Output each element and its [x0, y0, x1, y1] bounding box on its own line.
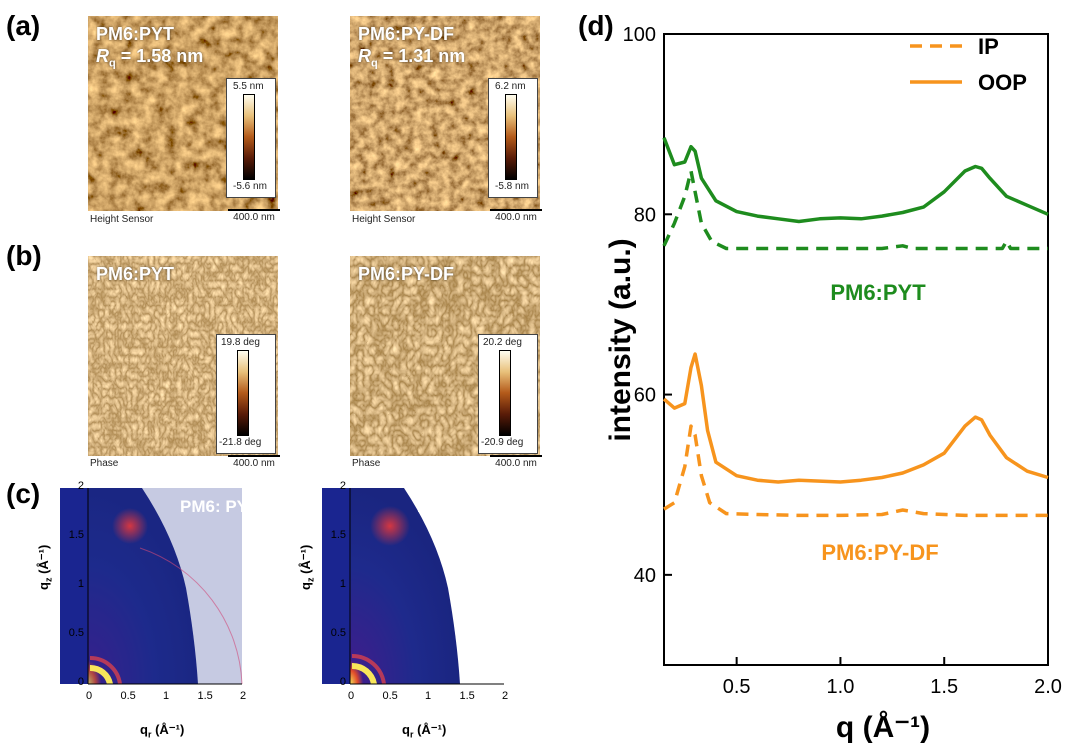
afm-title: PM6:PYT	[96, 264, 175, 284]
detector-area	[60, 488, 243, 685]
giwaxs-axes	[87, 488, 242, 685]
gixd-linecut-chart: 40 60 80 100 0.5 1.0 1.5 2.0 IP OOP intensity (a…	[604, 24, 1062, 744]
afm-title: PM6:PY-DF	[358, 24, 455, 44]
colorbar	[243, 94, 255, 180]
giwaxs-y-tick-label: 0	[77, 676, 84, 688]
giwaxs-y-tick-label: 2	[339, 480, 346, 492]
panel-label-b: (b)	[6, 240, 42, 271]
chart-annotation-pydf: PM6:PY-DF	[821, 540, 938, 565]
giwaxs-x-tick-label: 1	[424, 690, 432, 702]
giwaxs-ylabel: qz (Å⁻¹)	[298, 544, 316, 590]
afm-phase-image-pydf: PM6:PY-DF 20.2 deg -20.9 deg	[350, 256, 540, 456]
chart-x-axis-label: q (Å⁻¹)	[836, 711, 930, 744]
series-line-pmpydf-oop	[662, 352, 1049, 484]
panel-label-a: (a)	[6, 10, 41, 41]
x-tick-label: 1.0	[827, 676, 855, 698]
scale-bar: 400.0 nm	[228, 455, 280, 469]
panel-label-d: (d)	[578, 10, 614, 41]
scale-bar: 400.0 nm	[490, 209, 542, 223]
afm-title: PM6:PYT	[96, 24, 175, 44]
x-tick-label: 1.5	[930, 676, 958, 698]
colorbar-box: 5.5 nm -5.6 nm	[226, 78, 276, 198]
colorbar	[237, 350, 249, 436]
chart-frame	[663, 33, 1049, 666]
y-tick-label: 60	[634, 385, 656, 407]
colorbar-max: 20.2 deg	[483, 337, 522, 348]
chart-y-axis-label: intensity (a.u.)	[604, 238, 637, 441]
colorbar-max: 19.8 deg	[221, 337, 260, 348]
legend-label-ip: IP	[978, 34, 999, 59]
channel-label: Height Sensor	[352, 214, 416, 225]
y-tick-label: 100	[623, 24, 656, 46]
afm-phase-image-pyt: PM6:PYT 19.8 deg -21.8 deg	[88, 256, 278, 456]
giwaxs-axes	[349, 488, 504, 685]
colorbar	[499, 350, 511, 436]
afm-height-image-pyt: PM6:PYT Rq = 1.58 nm 5.5 nm -5.6 nm	[88, 16, 278, 211]
colorbar-min: -5.6 nm	[233, 181, 267, 192]
giwaxs-x-tick-label: 2	[501, 690, 509, 702]
x-tick-label: 2.0	[1034, 676, 1062, 698]
colorbar-min: -21.8 deg	[219, 437, 262, 448]
series-line-pmpyt-ip	[662, 169, 1048, 251]
giwaxs-xlabel: qr (Å⁻¹)	[402, 722, 447, 740]
y-tick-label: 80	[634, 204, 656, 226]
afm-height-image-pydf: PM6:PY-DF Rq = 1.31 nm 6.2 nm -5.8 nm	[350, 16, 540, 211]
giwaxs-y-tick-label: 0	[339, 676, 346, 688]
colorbar-min: -20.9 deg	[481, 437, 524, 448]
giwaxs-x-tick-label: 0.5	[382, 690, 398, 702]
giwaxs-y-tick-label: 2	[77, 480, 84, 492]
series-line-pmpyt-oop	[662, 137, 1049, 224]
roughness-label: Rq = 1.58 nm	[96, 46, 204, 70]
chart-annotation-pyt: PM6:PYT	[830, 280, 926, 305]
colorbar-max: 6.2 nm	[495, 81, 526, 92]
colorbar	[505, 94, 517, 180]
x-tick-label: 0.5	[723, 676, 751, 698]
giwaxs-y-tick-label: 1.5	[330, 529, 346, 541]
detector-area	[322, 488, 460, 685]
giwaxs-x-tick-label: 0	[85, 690, 93, 702]
series-line-pmpydf-ip	[663, 424, 1048, 518]
giwaxs-y-tick-label: 0.5	[330, 627, 346, 639]
giwaxs-x-tick-label: 1.5	[197, 690, 213, 702]
y-tick-label: 40	[634, 565, 656, 587]
scale-bar: 400.0 nm	[228, 209, 280, 223]
giwaxs-y-tick-label: 1	[339, 578, 346, 590]
giwaxs-y-tick-label: 1	[77, 578, 84, 590]
giwaxs-x-tick-label: 1.5	[459, 690, 475, 702]
giwaxs-x-tick-label: 2	[239, 690, 247, 702]
giwaxs-y-tick-label: 0.5	[68, 627, 84, 639]
giwaxs-x-tick-label: 0	[347, 690, 355, 702]
afm-title: PM6:PY-DF	[358, 264, 455, 284]
giwaxs-title: PM6: PYT	[180, 497, 259, 516]
colorbar-min: -5.8 nm	[495, 181, 529, 192]
giwaxs-ylabel: qz (Å⁻¹)	[36, 544, 54, 590]
colorbar-box: 6.2 nm -5.8 nm	[488, 78, 538, 198]
giwaxs-x-tick-label: 1	[162, 690, 170, 702]
giwaxs-title: PM6: PY-DF	[417, 497, 513, 516]
giwaxs-pattern-pyt	[60, 488, 243, 685]
colorbar-box: 20.2 deg -20.9 deg	[478, 334, 538, 454]
colorbar-max: 5.5 nm	[233, 81, 264, 92]
channel-label: Phase	[352, 458, 381, 469]
giwaxs-xlabel: qr (Å⁻¹)	[140, 722, 185, 740]
channel-label: Phase	[90, 458, 119, 469]
panel-label-c: (c)	[6, 478, 41, 509]
giwaxs-x-tick-label: 0.5	[120, 690, 136, 702]
legend-label-oop: OOP	[978, 70, 1027, 95]
roughness-label: Rq = 1.31 nm	[358, 46, 466, 70]
colorbar-box: 19.8 deg -21.8 deg	[216, 334, 276, 454]
scale-bar: 400.0 nm	[490, 455, 542, 469]
giwaxs-y-tick-label: 1.5	[68, 529, 84, 541]
giwaxs-pattern-pydf	[322, 488, 504, 685]
channel-label: Height Sensor	[90, 214, 154, 225]
